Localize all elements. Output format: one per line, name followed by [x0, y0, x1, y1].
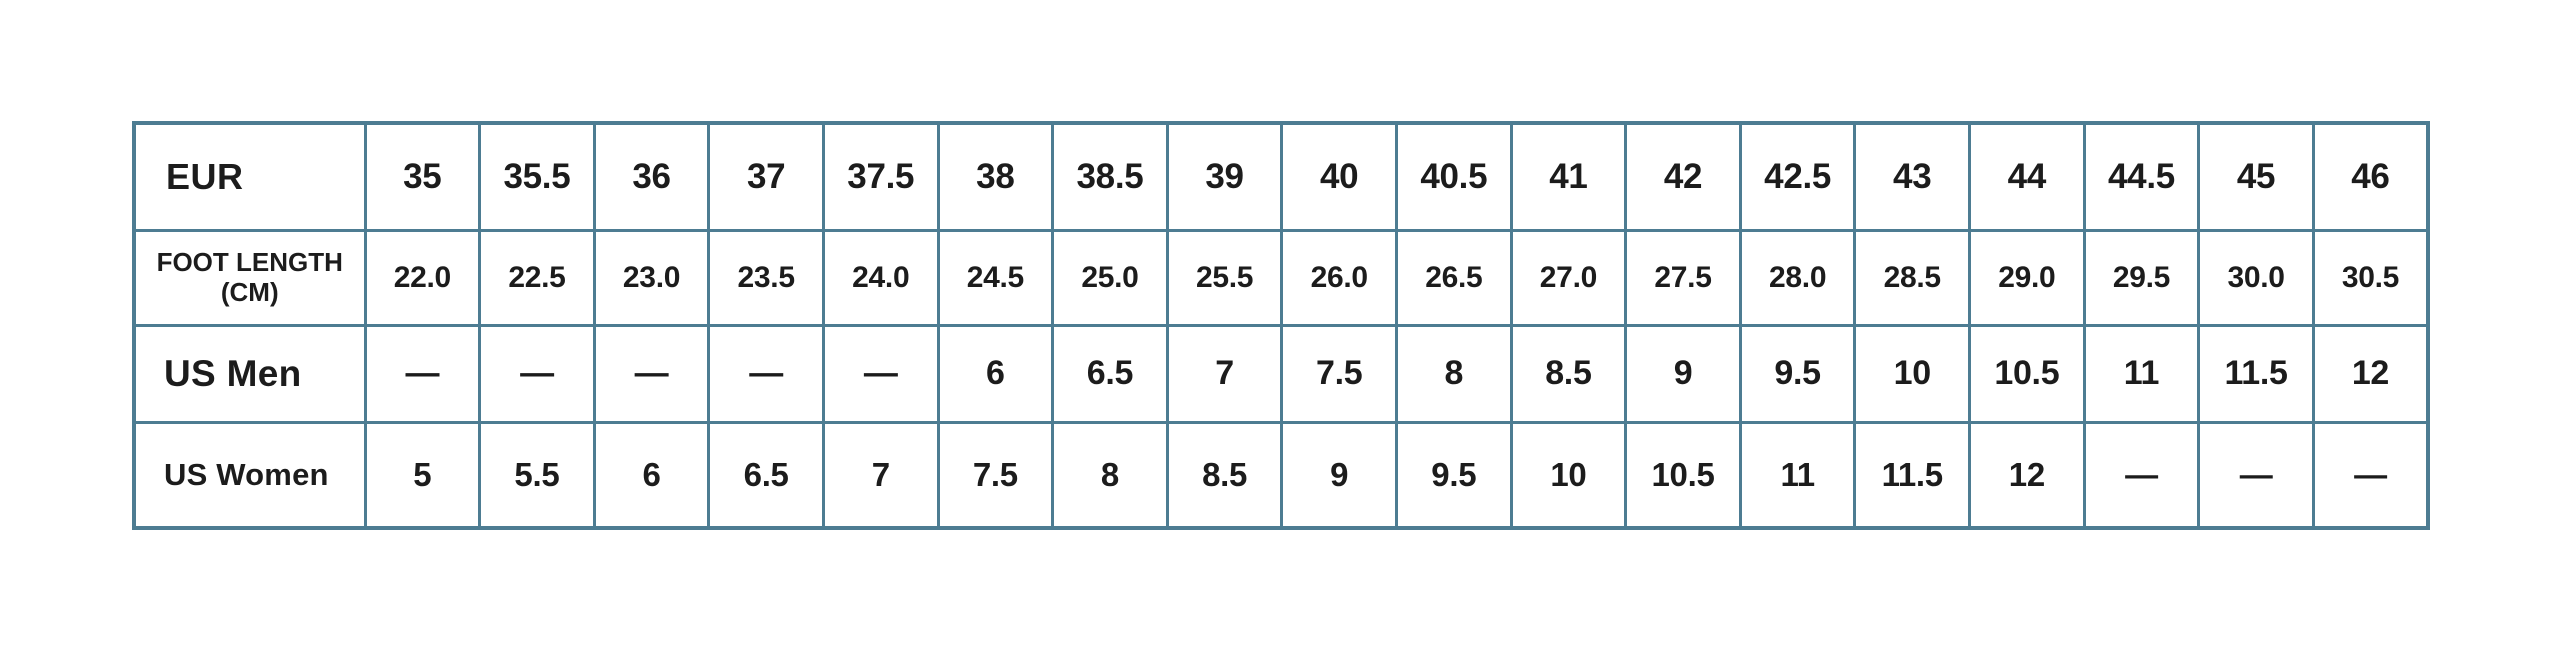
size-cell: — — [2082, 420, 2201, 530]
size-cell: 10 — [1509, 420, 1628, 530]
size-cell: 26.5 — [1394, 228, 1513, 327]
size-cell: — — [821, 323, 940, 424]
row-label-foot-length: FOOT LENGTH (CM) — [132, 228, 367, 327]
size-cell: — — [2311, 420, 2430, 530]
size-cell: 28.0 — [1738, 228, 1857, 327]
size-cell: 23.0 — [592, 228, 711, 327]
size-cell: 42.5 — [1738, 121, 1857, 232]
size-cell: 46 — [2311, 121, 2430, 232]
table-row-eur: EUR 35 35.5 36 37 37.5 38 38.5 39 40 40.5 41 42 42.5 4… — [132, 121, 2430, 232]
size-cell: 22.5 — [478, 228, 596, 327]
size-cell: 44.5 — [2082, 121, 2201, 232]
size-cell: 25.0 — [1051, 228, 1169, 327]
table-row-foot-length: FOOT LENGTH (CM) 22.0 22.5 23.0 23.5 24.0 24.5 2… — [132, 228, 2430, 327]
row-label-line: EUR — [166, 155, 244, 197]
table-row-us-women: US Women 5 5.5 6 6.5 7 7.5 8 8.5 9 9.5 10 10.5 11 11.5… — [132, 420, 2430, 530]
size-cell: 7.5 — [1280, 323, 1398, 424]
size-cell: 6.5 — [707, 420, 825, 530]
row-label-line: US Men — [164, 352, 302, 394]
size-cell: 11.5 — [2197, 323, 2315, 424]
row-label-us-men: US Men — [132, 323, 367, 424]
size-cell: 5 — [363, 420, 482, 530]
size-cell: 8.5 — [1509, 323, 1628, 424]
size-cell: 22.0 — [363, 228, 482, 327]
size-cell: 7 — [1165, 323, 1284, 424]
size-cell: 24.0 — [821, 228, 940, 327]
size-cell: — — [478, 323, 596, 424]
size-cell: 30.5 — [2311, 228, 2430, 327]
size-cell: 6 — [936, 323, 1055, 424]
row-label-line: (CM) — [220, 276, 279, 307]
size-cell: 5.5 — [478, 420, 596, 530]
size-cell: 42 — [1624, 121, 1742, 232]
shoe-size-conversion-table: EUR 35 35.5 36 37 37.5 38 38.5 39 40 40.5 41 42 42.5 4… — [132, 121, 2430, 530]
size-cell: 11 — [2082, 323, 2201, 424]
size-cell: 35.5 — [478, 121, 596, 232]
size-cell: — — [592, 323, 711, 424]
row-label-line: FOOT LENGTH — [156, 247, 343, 278]
size-cell: 8 — [1394, 323, 1513, 424]
size-cell: 41 — [1509, 121, 1628, 232]
size-cell: 29.0 — [1968, 228, 2086, 327]
table-row-us-men: US Men — — — — —6 6.5 7 7.5 8 8.5 9 9.5 10 10.5 11 11.5 1… — [132, 323, 2430, 424]
size-cell: 44 — [1968, 121, 2086, 232]
size-cell: 9.5 — [1738, 323, 1857, 424]
size-cell: 39 — [1165, 121, 1284, 232]
size-cell: — — [707, 323, 825, 424]
size-cell: 38.5 — [1051, 121, 1169, 232]
row-label-us-women: US Women — [132, 420, 367, 530]
size-cell: 12 — [1968, 420, 2086, 530]
row-label-eur: EUR — [132, 121, 367, 232]
size-cell: 7 — [821, 420, 940, 530]
size-cell: 38 — [936, 121, 1055, 232]
size-cell: 40 — [1280, 121, 1398, 232]
size-cell: 30.0 — [2197, 228, 2315, 327]
size-cell: 35 — [363, 121, 482, 232]
size-table-body: EUR 35 35.5 36 37 37.5 38 38.5 39 40 40.5 41 42 42.5 4… — [132, 121, 2430, 530]
size-cell: 6 — [592, 420, 711, 530]
size-cell: 10.5 — [1624, 420, 1742, 530]
size-cell: 8.5 — [1165, 420, 1284, 530]
size-cell: 40.5 — [1394, 121, 1513, 232]
size-cell: 10 — [1853, 323, 1972, 424]
size-cell: 10.5 — [1968, 323, 2086, 424]
size-cell: 37.5 — [821, 121, 940, 232]
size-cell: 9 — [1280, 420, 1398, 530]
size-cell: — — [363, 323, 482, 424]
size-cell: 9 — [1624, 323, 1742, 424]
size-cell: 27.0 — [1509, 228, 1628, 327]
size-cell: 6.5 — [1051, 323, 1169, 424]
size-cell: 36 — [592, 121, 711, 232]
size-cell: 11 — [1738, 420, 1857, 530]
size-cell: 26.0 — [1280, 228, 1398, 327]
size-cell: 37 — [707, 121, 825, 232]
size-cell: 11.5 — [1853, 420, 1972, 530]
size-cell: 23.5 — [707, 228, 825, 327]
size-cell: 27.5 — [1624, 228, 1742, 327]
size-cell: 28.5 — [1853, 228, 1972, 327]
size-cell: 29.5 — [2082, 228, 2201, 327]
size-cell: 24.5 — [936, 228, 1055, 327]
size-cell: — — [2197, 420, 2315, 530]
size-cell: 7.5 — [936, 420, 1055, 530]
size-cell: 8 — [1051, 420, 1169, 530]
size-cell: 43 — [1853, 121, 1972, 232]
size-cell: 25.5 — [1165, 228, 1284, 327]
size-cell: 12 — [2311, 323, 2430, 424]
row-label-line: US Women — [164, 456, 329, 492]
size-cell: 45 — [2197, 121, 2315, 232]
size-cell: 9.5 — [1394, 420, 1513, 530]
